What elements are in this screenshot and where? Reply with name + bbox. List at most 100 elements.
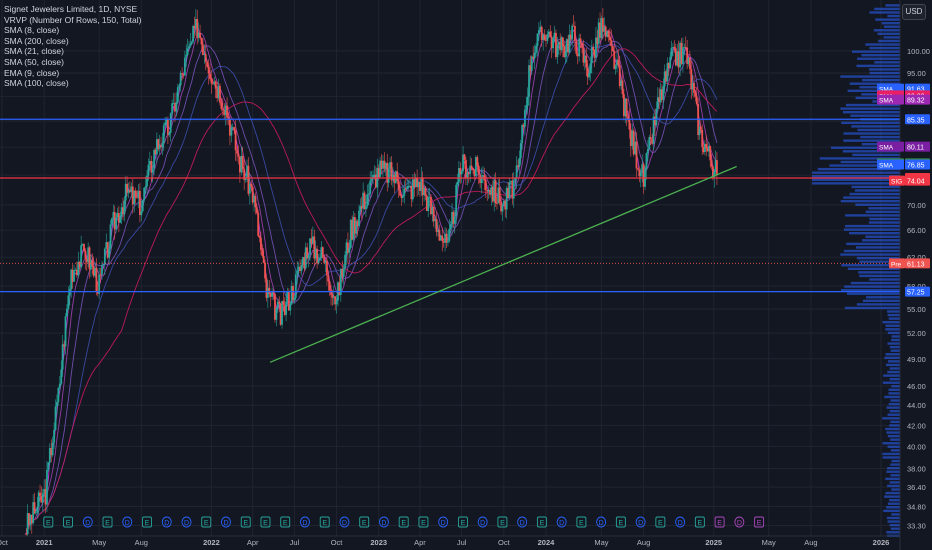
candle-body — [146, 175, 148, 187]
legend-sma-50[interactable]: SMA (50, close) — [4, 56, 64, 67]
event-marker-earnings — [240, 516, 251, 528]
volume-profile-bar — [889, 499, 900, 502]
candle-body — [358, 210, 360, 227]
candle-body — [583, 55, 586, 63]
volume-profile-bar — [885, 328, 900, 331]
legend-sma-8[interactable]: SMA (8, close) — [4, 25, 60, 36]
candle-body — [466, 172, 469, 178]
currency-button[interactable]: USD — [902, 4, 926, 20]
event-marker-earnings — [754, 516, 765, 528]
candle-body — [397, 180, 400, 190]
candle-body — [186, 48, 189, 55]
volume-profile-bar — [843, 228, 900, 231]
candle-body — [686, 47, 689, 64]
legend-vrvp[interactable]: VRVP (Number Of Rows, 150, Total) — [4, 14, 142, 25]
event-marker-letter: E — [658, 520, 663, 527]
volume-profile-bar — [883, 36, 900, 39]
candle-body — [510, 180, 512, 183]
volume-profile-bar — [847, 89, 900, 92]
volume-profile-bar — [882, 452, 900, 456]
price-label-group: SMA 89.32 — [877, 94, 930, 105]
volume-profile-bar — [887, 502, 900, 505]
candle-body — [496, 203, 498, 204]
x-tick-label: 2024 — [538, 538, 556, 547]
candle-body — [367, 193, 370, 195]
legend-ema-9[interactable]: EMA (9, close) — [4, 67, 60, 78]
candle-body — [226, 105, 228, 118]
candle-body — [631, 130, 634, 146]
event-marker-letter: D — [638, 520, 643, 527]
legend-sma-200[interactable]: SMA (200, close) — [4, 35, 69, 46]
event-marker-letter: D — [678, 520, 683, 527]
candle-body — [120, 207, 123, 217]
price-label-value: 61.13 — [907, 261, 925, 268]
candle-body — [536, 33, 539, 46]
volume-profile-bar — [840, 288, 900, 292]
candle-body — [95, 267, 98, 292]
candle-body — [561, 37, 564, 47]
candle-body — [400, 195, 403, 198]
candle-body — [662, 86, 665, 100]
volume-profile-bar — [887, 360, 900, 363]
candle-body — [479, 174, 482, 184]
candle-body — [431, 206, 434, 215]
candle-body — [238, 156, 241, 173]
volume-profile-bar — [889, 377, 900, 381]
volume-profile-bar — [845, 214, 900, 217]
volume-profile-bar — [878, 39, 900, 43]
candle-body — [60, 369, 63, 384]
volume-profile-bar — [851, 125, 900, 128]
legend-sma-21[interactable]: SMA (21, close) — [4, 46, 64, 57]
volume-profile-bar — [869, 11, 900, 14]
candle-body — [213, 81, 216, 84]
candle-body — [196, 18, 199, 38]
symbol-title[interactable]: Signet Jewelers Limited, 1D, NYSE — [4, 4, 138, 14]
candle-body — [35, 512, 37, 514]
volume-profile-bar — [882, 321, 900, 324]
candle-body — [264, 262, 266, 279]
candle-body — [563, 46, 566, 58]
candle-body — [585, 55, 588, 68]
event-marker-letter: D — [480, 520, 485, 527]
candle-body — [161, 143, 164, 147]
volume-profile-bar — [891, 385, 900, 388]
event-marker-dividend — [221, 516, 231, 528]
legend-sma-100[interactable]: SMA (100, close) — [4, 78, 69, 89]
x-tick-label: Aug — [637, 538, 650, 547]
candle-body — [243, 169, 246, 180]
candle-body — [550, 37, 553, 49]
candle-body — [254, 196, 257, 208]
volume-profile-bar — [858, 271, 900, 274]
candle-body — [424, 187, 427, 196]
candle-body — [216, 88, 219, 99]
volume-profile-bar — [852, 153, 900, 157]
volume-profile-bar — [875, 18, 900, 21]
volume-profile-bar — [829, 164, 900, 167]
candle-body — [306, 247, 309, 259]
event-marker-dividend — [477, 516, 488, 528]
candle-body — [188, 46, 190, 49]
event-marker-letter: E — [698, 520, 703, 527]
candle-body — [407, 185, 410, 187]
candle-body — [691, 83, 694, 90]
price-label-name: SMA — [879, 87, 894, 94]
volume-profile-bar — [862, 78, 900, 82]
candle-body — [476, 157, 479, 166]
candle-body — [394, 171, 397, 183]
price-label-box — [905, 94, 930, 105]
candle-body — [202, 44, 204, 56]
candle-body — [237, 153, 240, 157]
candle-body — [290, 286, 293, 305]
candle-body — [634, 141, 636, 155]
candle-body — [569, 34, 572, 40]
volume-profile-bar — [812, 171, 900, 174]
candle-body — [402, 195, 404, 198]
price-label-name-box — [877, 159, 904, 170]
candle-body — [156, 139, 158, 155]
candle-body — [233, 127, 236, 131]
candle-body — [330, 290, 332, 295]
candle-body — [555, 32, 557, 58]
volume-profile-bar — [885, 427, 900, 431]
event-marker-letter: E — [145, 520, 150, 527]
